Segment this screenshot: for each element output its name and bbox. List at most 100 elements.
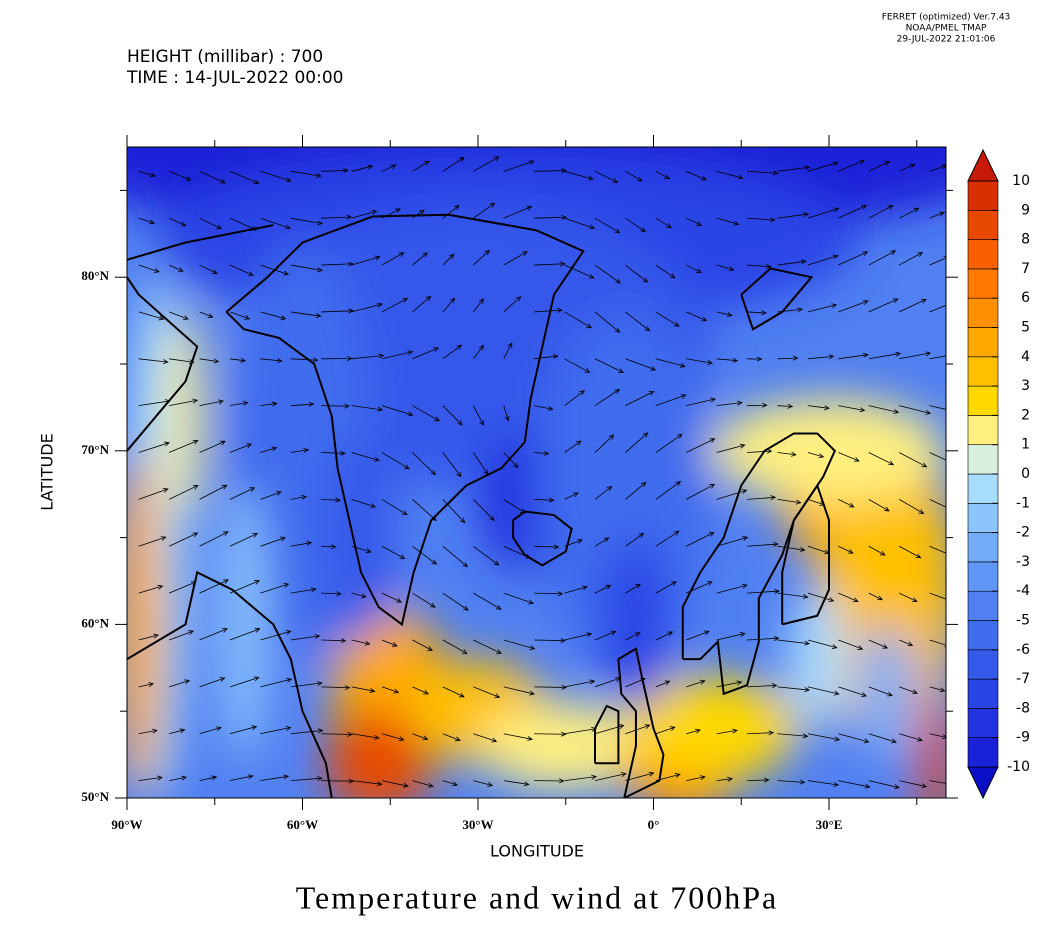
y-tick-label: 60°N: [81, 615, 109, 630]
field-blob: [167, 311, 204, 521]
wind-arrow: [260, 401, 278, 407]
wind-arrow: [534, 214, 567, 220]
wind-arrow: [503, 780, 530, 787]
wind-arrow: [381, 592, 403, 603]
wind-arrow: [138, 536, 167, 547]
wind-arrow: [777, 592, 809, 600]
colorbar-bin: [967, 297, 999, 328]
wind-arrow: [260, 630, 292, 641]
wind-arrow: [534, 731, 567, 737]
wind-arrow: [351, 545, 372, 554]
wind-arrow: [777, 639, 811, 646]
wind-arrow: [503, 686, 536, 696]
wind-arrow: [777, 165, 811, 172]
colorbar-bin: [967, 327, 999, 358]
wind-arrow: [594, 772, 627, 782]
colorbar-bin: [967, 268, 999, 299]
wind-arrow: [351, 302, 383, 313]
wind-arrow: [442, 592, 469, 611]
wind-arrow: [747, 541, 779, 547]
wind-arrow: [381, 405, 414, 417]
wind-arrow: [807, 592, 835, 603]
field-blob: [478, 702, 654, 790]
wind-arrow: [594, 584, 612, 594]
wind-arrow: [868, 686, 893, 697]
wind-arrow: [655, 631, 674, 641]
wind-arrow: [503, 452, 519, 469]
wind-arrow: [686, 728, 701, 735]
wind-arrow: [229, 487, 256, 500]
wind-arrow: [747, 448, 773, 454]
colorbar-label: -9: [1016, 730, 1030, 746]
wind-arrow: [655, 530, 680, 547]
wind-arrow: [747, 356, 763, 362]
colorbar-label: 1: [1021, 437, 1030, 453]
wind-arrow: [260, 725, 292, 735]
wind-arrow: [473, 298, 485, 313]
wind-arrow: [473, 156, 500, 172]
wind-arrow: [564, 539, 583, 547]
colorbar-label: 6: [1021, 290, 1030, 306]
wind-arrow: [199, 531, 229, 547]
wind-arrow: [777, 779, 806, 785]
wind-arrow: [594, 537, 610, 547]
colorbar-bin: [967, 444, 999, 475]
colorbar-bin: [967, 737, 999, 768]
wind-arrow: [290, 681, 323, 688]
wind-arrow: [655, 264, 676, 279]
colorbar-bin: [967, 415, 999, 445]
colorbar-label: 2: [1021, 407, 1030, 423]
wind-arrow: [138, 311, 165, 321]
wind-arrow: [442, 344, 463, 360]
wind-arrow: [473, 733, 498, 743]
wind-arrow: [655, 217, 672, 229]
wind-arrow: [534, 638, 566, 644]
wind-arrow: [868, 545, 886, 556]
wind-arrow: [290, 217, 324, 226]
wind-arrow: [169, 398, 199, 407]
wind-arrow: [564, 774, 598, 782]
wind-arrow: [381, 733, 405, 742]
wind-arrow: [686, 679, 706, 688]
wind-arrow: [351, 639, 371, 646]
wind-arrow: [229, 533, 259, 547]
wind-arrow: [807, 545, 831, 555]
wind-arrow: [655, 773, 681, 782]
wind-arrow: [868, 205, 894, 219]
wind-arrow: [321, 591, 342, 597]
wind-arrow: [594, 630, 617, 641]
wind-arrow: [838, 733, 870, 744]
wind-arrow: [534, 778, 565, 784]
wind-arrow: [138, 217, 156, 225]
wind-arrow: [168, 679, 191, 688]
wind-arrow: [716, 170, 744, 180]
wind-arrow: [564, 311, 592, 329]
field-blob: [325, 433, 397, 642]
wind-arrow: [321, 497, 342, 503]
wind-arrow: [351, 452, 380, 462]
coastline: [781, 483, 830, 626]
wind-arrow: [899, 639, 914, 647]
wind-arrow: [321, 731, 353, 737]
wind-arrow: [381, 499, 408, 516]
y-tick-label: 50°N: [81, 789, 109, 804]
wind-arrow: [716, 400, 743, 407]
coastline: [127, 224, 274, 261]
wind-arrow: [686, 630, 710, 641]
wind-arrow: [807, 499, 826, 506]
wind-arrow: [168, 630, 195, 641]
field-blob: [624, 676, 800, 781]
wind-arrow: [777, 451, 797, 457]
wind-arrow: [229, 400, 249, 407]
wind-arrow: [929, 211, 945, 219]
wind-arrow: [625, 677, 646, 688]
wind-arrow: [564, 585, 588, 594]
wind-arrow: [138, 682, 155, 688]
time-label: TIME : 14-JUL-2022 00:00: [126, 68, 343, 88]
software-line: FERRET (optimized) Ver.7.43: [882, 13, 1011, 23]
wind-arrow: [351, 164, 374, 172]
wind-arrow: [168, 439, 199, 453]
wind-arrow: [534, 544, 560, 550]
